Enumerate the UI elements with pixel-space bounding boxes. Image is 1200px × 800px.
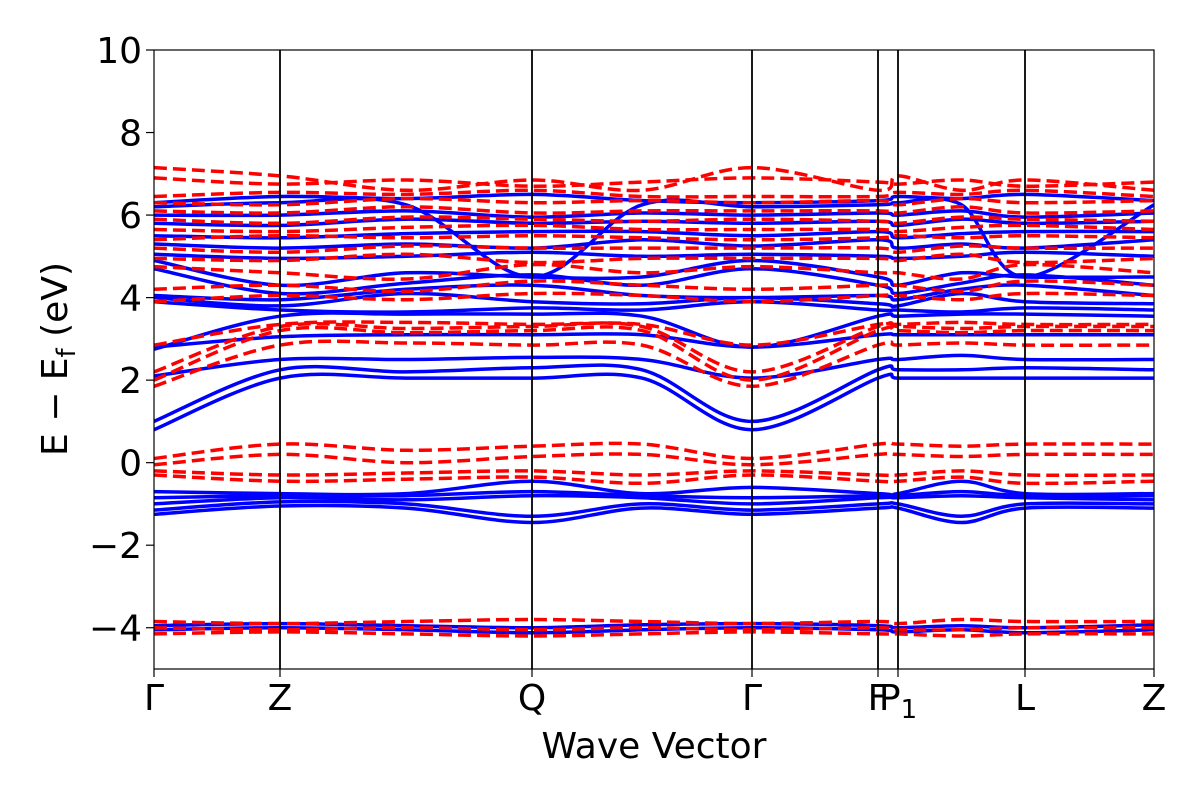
band-line-dashed xyxy=(154,196,1154,207)
band-line-solid xyxy=(154,209,1154,219)
band-series-layer xyxy=(154,165,1154,638)
y-tick-label: −4 xyxy=(89,609,142,650)
band-line-solid xyxy=(154,363,1154,424)
band-line-solid xyxy=(154,217,1154,228)
y-axis-label-unit: (eV) xyxy=(35,262,76,348)
x-axis-label: Wave Vector xyxy=(542,726,767,767)
plot-area xyxy=(153,49,1155,670)
y-axis-label: E − Ef (eV) xyxy=(35,262,82,456)
band-line-dashed xyxy=(154,441,1154,461)
band-line-dashed xyxy=(154,339,1154,389)
band-line-dashed xyxy=(154,625,1154,632)
band-line-dashed xyxy=(154,279,1154,294)
y-tick-label: 4 xyxy=(119,279,142,320)
band-line-dashed xyxy=(154,215,1154,226)
band-line-solid xyxy=(154,493,1154,506)
y-tick-label: 8 xyxy=(119,114,142,155)
band-line-solid xyxy=(154,353,1154,380)
x-tick-label: Γ xyxy=(144,678,164,719)
band-line-dashed xyxy=(154,617,1154,626)
x-tick-label: Q xyxy=(518,678,546,719)
y-tick-label: 2 xyxy=(119,361,142,402)
band-line-dashed xyxy=(154,262,1154,281)
y-tick-label: −2 xyxy=(89,526,142,567)
band-line-solid xyxy=(154,229,1154,240)
band-line-dashed xyxy=(154,320,1154,347)
x-tick-label: Z xyxy=(268,678,293,719)
band-line-dashed xyxy=(154,188,1154,199)
high-symmetry-lines xyxy=(279,50,1026,669)
x-tick-label: Γ xyxy=(742,678,762,719)
band-line-dashed xyxy=(154,451,1154,467)
band-line-dashed xyxy=(154,291,1154,304)
band-line-solid xyxy=(154,283,1154,302)
band-line-dashed xyxy=(154,321,1154,374)
band-line-dashed xyxy=(154,176,1154,188)
band-line-solid xyxy=(154,332,1154,349)
band-line-dashed xyxy=(154,233,1154,242)
y-axis-label-main: E − E xyxy=(35,357,76,456)
band-line-dashed xyxy=(154,223,1154,234)
y-axis-ticks: −4 −2 0 2 4 6 8 10 xyxy=(89,31,154,650)
band-line-dashed xyxy=(154,252,1154,265)
band-line-solid xyxy=(154,372,1154,432)
band-line-dashed xyxy=(154,165,1154,193)
x-axis-ticks: Γ Z Q Γ FP1 L Z xyxy=(144,669,1166,725)
x-tick-label: Z xyxy=(1142,678,1167,719)
y-tick-label: 6 xyxy=(119,196,142,237)
band-line-dashed xyxy=(154,630,1154,638)
band-line-dashed xyxy=(154,325,1154,382)
plot-frame xyxy=(153,49,1155,670)
band-line-solid xyxy=(154,258,1154,288)
band-line-dashed xyxy=(154,244,1154,254)
band-line-solid xyxy=(154,499,1154,519)
band-line-dashed xyxy=(154,473,1154,486)
band-line-solid xyxy=(154,503,1154,525)
band-line-solid xyxy=(154,479,1154,497)
x-tick-label: F xyxy=(868,678,889,719)
x-tick-label: P1 xyxy=(879,678,917,725)
x-tick-label: L xyxy=(1015,678,1035,719)
y-tick-label: 0 xyxy=(119,444,142,485)
band-line-dashed xyxy=(154,205,1154,215)
y-axis-label-subscript: f xyxy=(52,347,82,357)
y-tick-label: 10 xyxy=(96,31,142,72)
band-line-dashed xyxy=(154,469,1154,478)
band-line-solid xyxy=(154,299,1154,314)
